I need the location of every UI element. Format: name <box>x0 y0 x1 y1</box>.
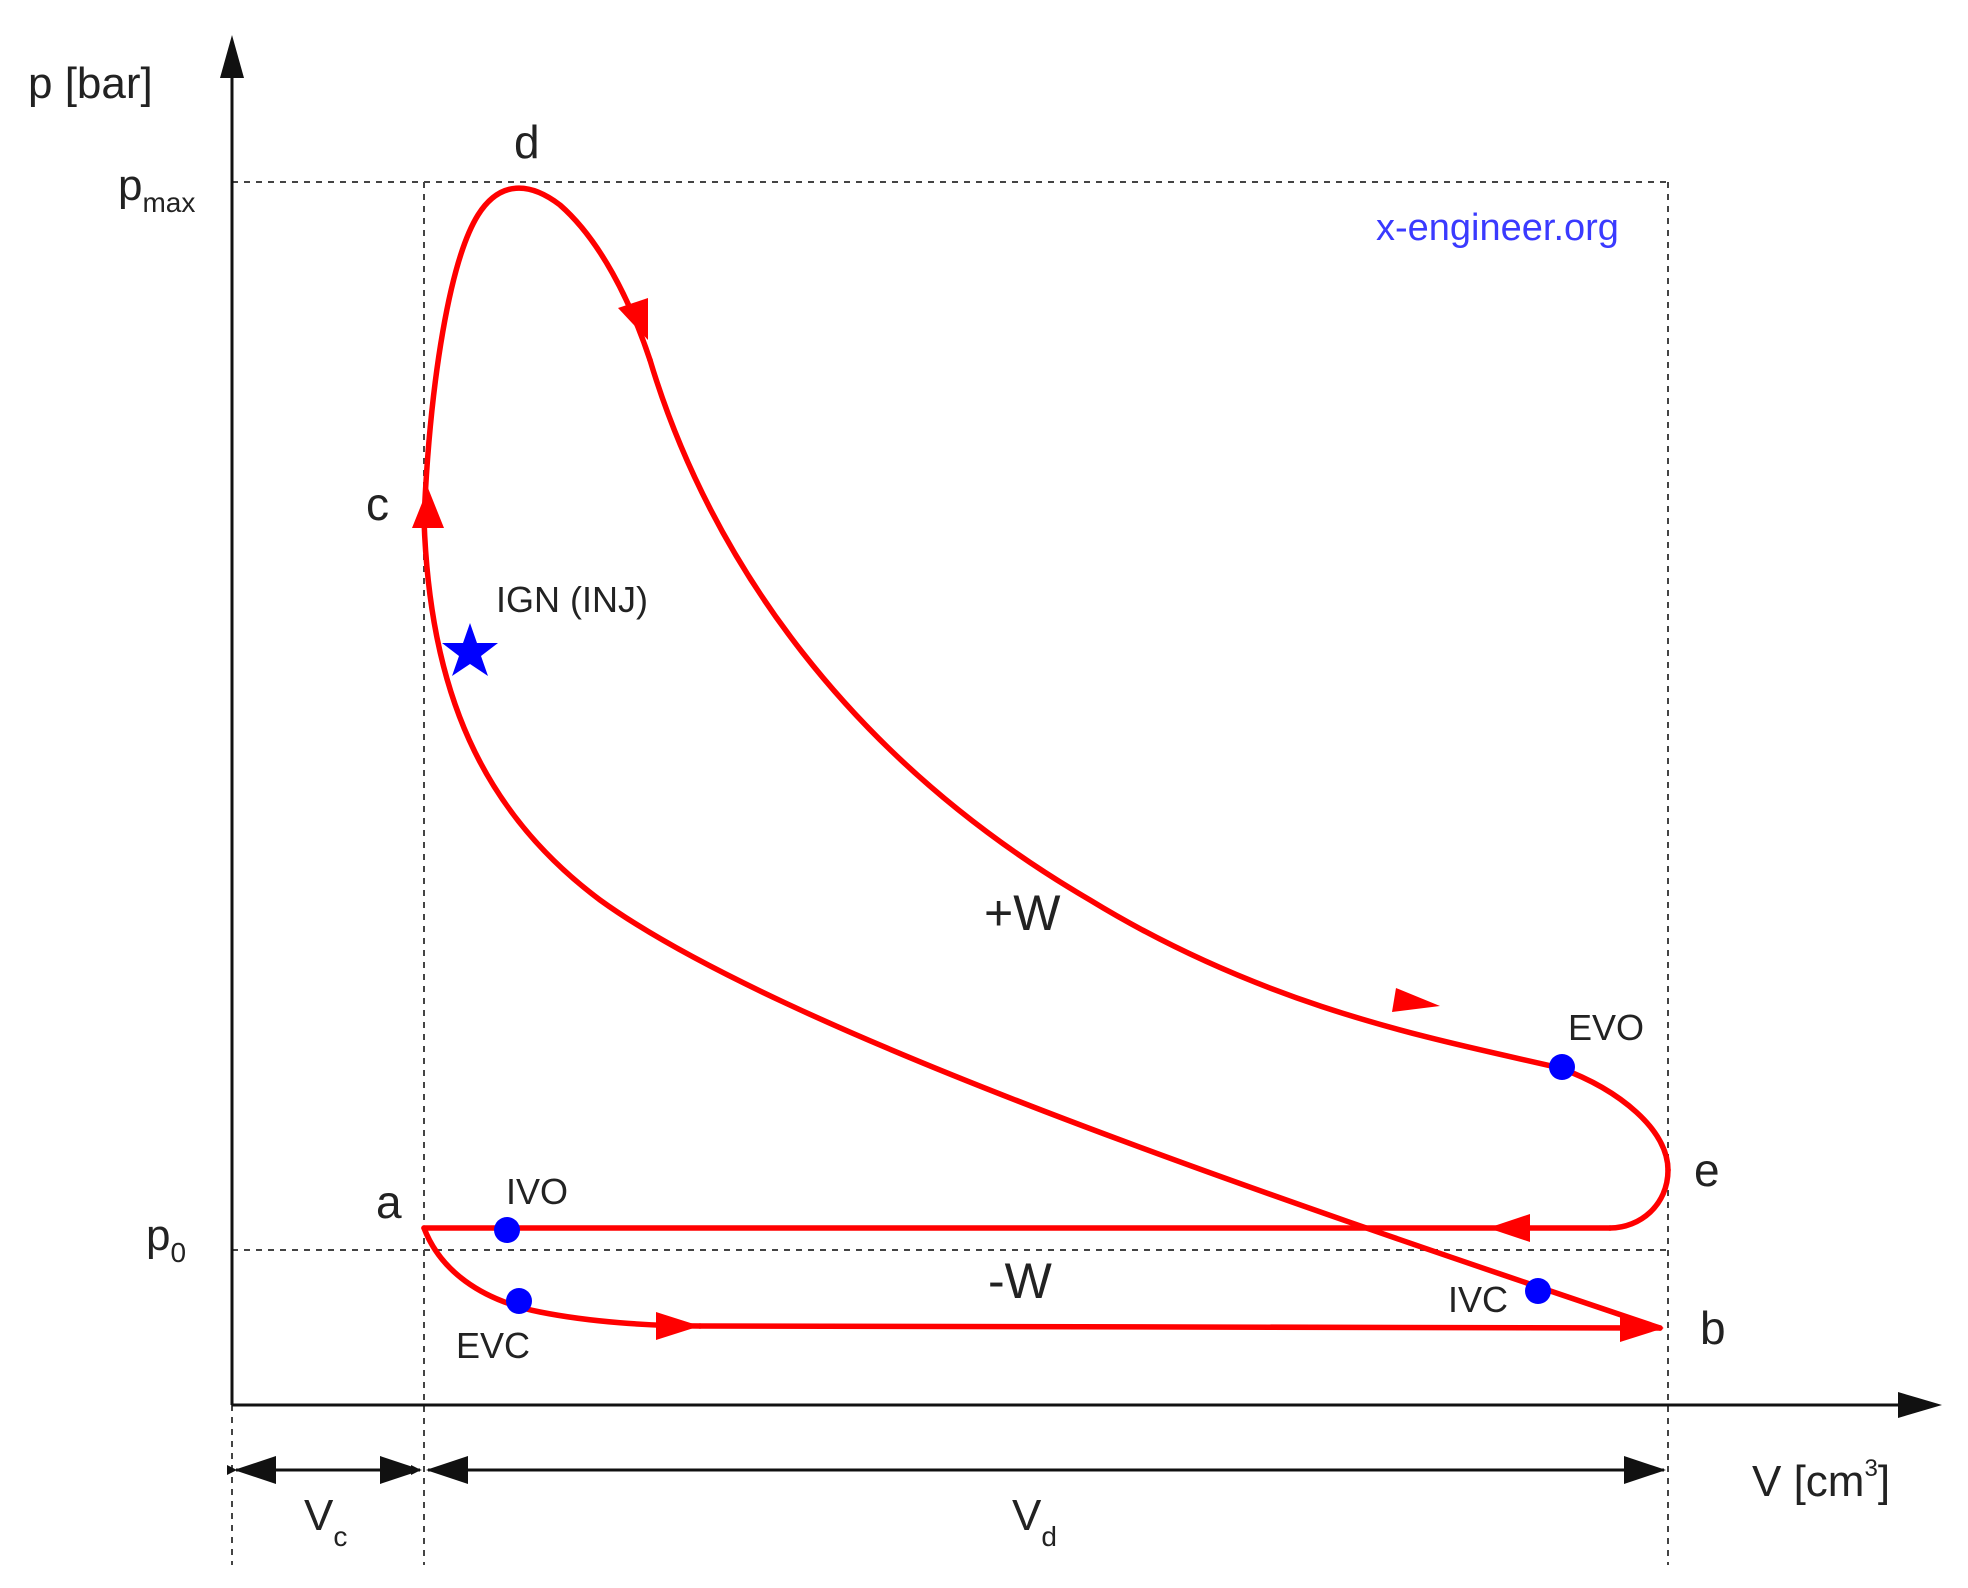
vd-label-main: V <box>1012 1491 1042 1540</box>
y-axis-arrow-icon <box>220 35 244 78</box>
point-a-label: a <box>376 1176 402 1228</box>
pmax-label: pmax <box>118 161 195 218</box>
p0-label-sub: 0 <box>170 1237 186 1268</box>
vd-right-arrow-icon <box>1624 1456 1666 1484</box>
intake-stroke-arrow-icon <box>656 1312 700 1340</box>
vc-left-arrow-icon <box>234 1456 276 1484</box>
combustion-curve <box>421 185 653 523</box>
expansion-arrow-icon <box>1392 988 1440 1012</box>
y-axis-label: p [bar] <box>28 59 153 108</box>
x-axis-label-main: V [cm <box>1752 1457 1864 1506</box>
vc-label: Vc <box>304 1491 347 1552</box>
ign-label: IGN (INJ) <box>496 579 648 620</box>
exhaust-blowdown-curve <box>1607 1167 1671 1231</box>
vd-left-arrow-icon <box>426 1456 468 1484</box>
point-b-label: b <box>1700 1302 1726 1354</box>
ivc-dot-icon <box>1525 1278 1551 1304</box>
pmax-label-main: p <box>118 161 142 210</box>
ignition-star-icon <box>442 623 498 676</box>
positive-work-label: +W <box>984 885 1061 941</box>
evo-dot-icon <box>1549 1054 1575 1080</box>
event-markers <box>442 623 1575 1314</box>
volume-dimensions <box>227 1456 1666 1484</box>
watermark-text: x-engineer.org <box>1376 207 1619 249</box>
negative-work-label: -W <box>988 1253 1053 1309</box>
expansion-curve <box>647 357 1671 1173</box>
cycle-curves <box>421 185 1671 1331</box>
cycle-arrows <box>412 298 1664 1342</box>
x-axis-label: V [cm3] <box>1752 1455 1890 1506</box>
combustion-arrow-icon <box>618 298 648 340</box>
point-e-label: e <box>1694 1144 1720 1196</box>
ivc-label: IVC <box>1448 1279 1508 1320</box>
vd-label-sub: d <box>1041 1521 1057 1552</box>
exhaust-to-intake-curve <box>421 1225 703 1329</box>
ivo-dot-icon <box>494 1217 520 1243</box>
p0-label-main: p <box>146 1211 170 1260</box>
vc-label-main: V <box>304 1491 334 1540</box>
intake-end-arrow-icon <box>1620 1314 1664 1342</box>
point-c-label: c <box>366 478 389 530</box>
vc-label-sub: c <box>333 1521 347 1552</box>
axes <box>220 35 1942 1418</box>
x-axis-label-sup: 3 <box>1864 1455 1877 1482</box>
vc-right-arrow-icon <box>380 1456 422 1484</box>
compression-arrow-icon <box>412 488 444 528</box>
point-d-label: d <box>514 116 540 168</box>
exhaust-stroke-arrow-icon <box>1488 1214 1530 1242</box>
evc-label: EVC <box>456 1325 530 1366</box>
p0-label: p0 <box>146 1211 186 1268</box>
vd-label: Vd <box>1012 1491 1057 1552</box>
x-axis-label-close: ] <box>1878 1457 1890 1506</box>
x-axis-arrow-icon <box>1898 1392 1942 1418</box>
evc-dot-icon <box>506 1288 532 1314</box>
evo-label: EVO <box>1568 1007 1644 1048</box>
ivo-label: IVO <box>506 1171 568 1212</box>
pmax-label-sub: max <box>142 187 195 218</box>
guide-lines <box>231 181 1669 1565</box>
compression-curve <box>421 517 1663 1331</box>
intake-stroke-line <box>697 1323 1663 1331</box>
